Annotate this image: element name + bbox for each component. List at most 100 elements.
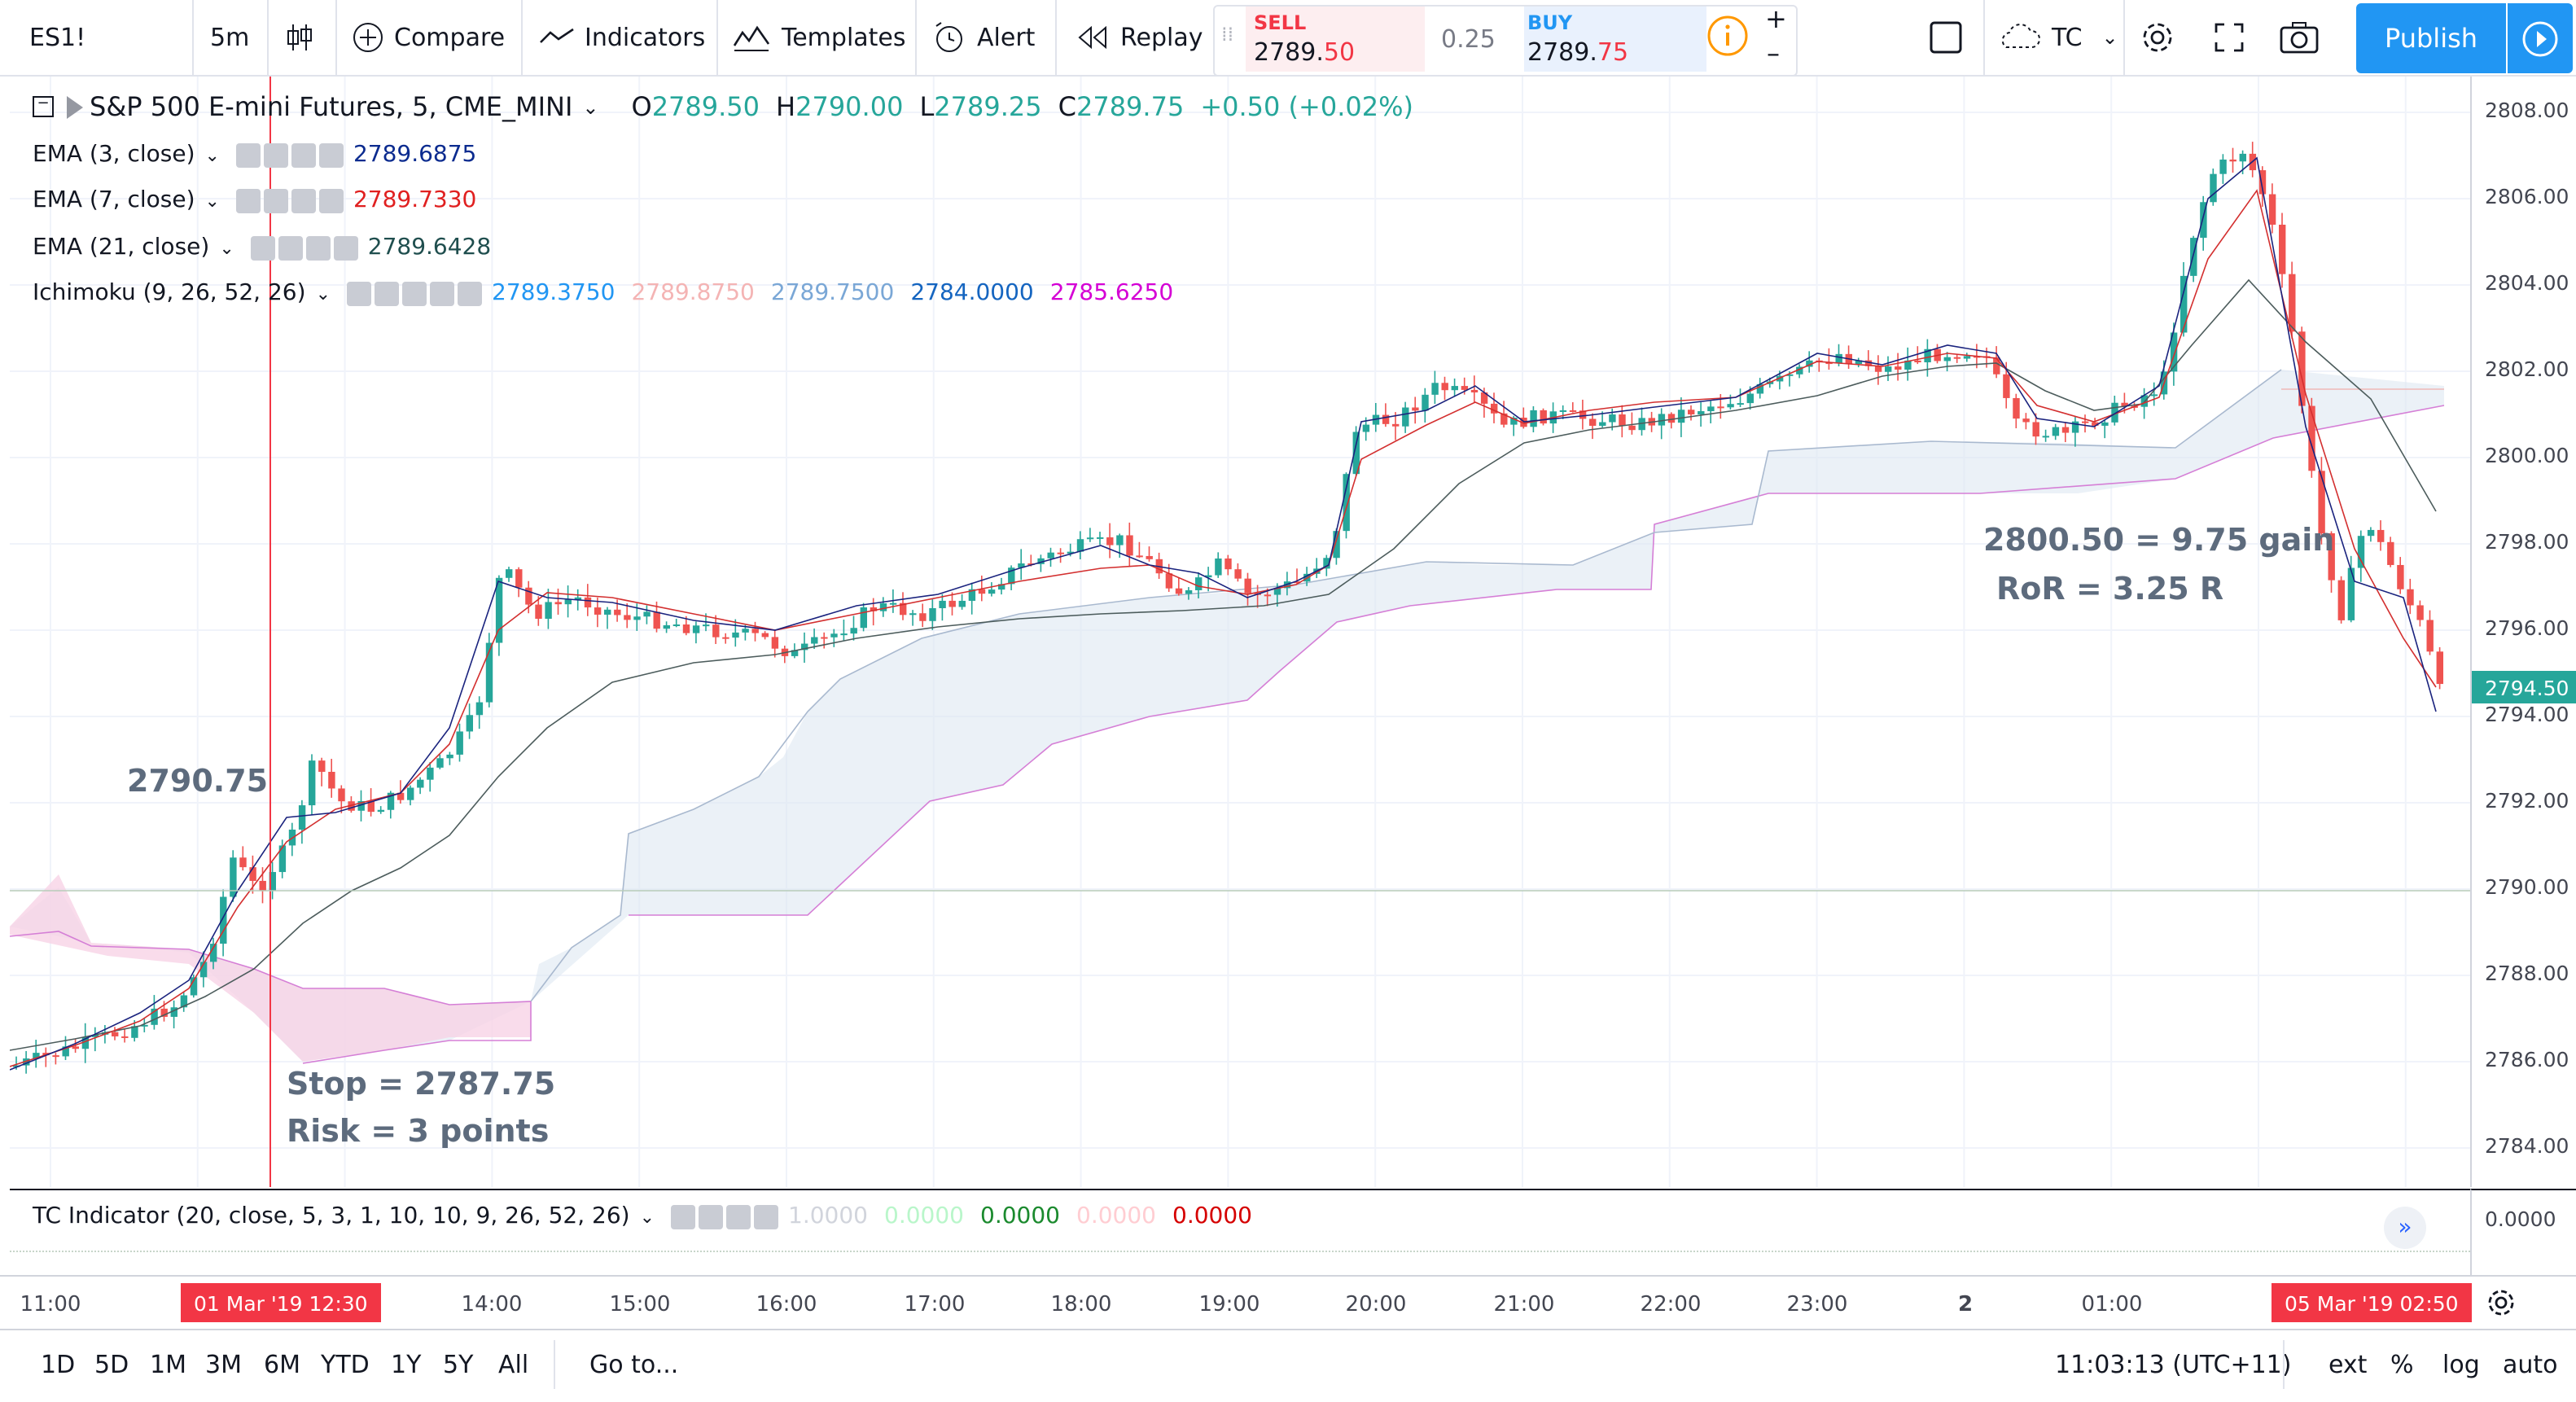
close-icon[interactable] — [458, 281, 482, 305]
close-icon[interactable] — [318, 188, 344, 212]
gear-icon[interactable] — [263, 188, 288, 212]
double-chevron-right-icon[interactable]: » — [2384, 1207, 2426, 1249]
info-icon[interactable] — [1706, 15, 1749, 64]
range-1y-button[interactable]: 1Y — [391, 1350, 422, 1379]
close-icon[interactable] — [333, 235, 358, 260]
layout-button[interactable]: TC ⌄ — [1996, 0, 2118, 75]
alert-button[interactable]: Alert — [931, 0, 1035, 75]
chart-type-button[interactable] — [283, 0, 316, 75]
indicator-axis[interactable]: 0.0000 — [2470, 1189, 2576, 1275]
candle-body — [1294, 581, 1301, 584]
ema21-legend[interactable]: EMA (21, close) ⌄ 2789.6428 — [33, 234, 491, 261]
source-code-icon[interactable] — [726, 1204, 751, 1229]
chevron-down-icon[interactable]: ⌄ — [204, 144, 220, 165]
price-axis[interactable]: 2808.00 2806.00 2804.00 2802.00 2800.00 … — [2470, 77, 2576, 1187]
log-scale-toggle[interactable]: log — [2442, 1350, 2480, 1379]
publish-menu-button[interactable] — [2508, 3, 2573, 73]
last-bar-time-tag: 05 Mar '19 02:50 — [2272, 1283, 2472, 1322]
candles — [13, 142, 2443, 1074]
collapse-icon[interactable]: − — [33, 96, 54, 117]
gear-icon[interactable] — [375, 281, 399, 305]
range-1d-button[interactable]: 1D — [41, 1350, 76, 1379]
tc-indicator-name[interactable]: TC Indicator (20, close, 5, 3, 1, 10, 10… — [33, 1203, 630, 1229]
ema7-legend[interactable]: EMA (7, close) ⌄ 2789.7330 — [33, 187, 476, 213]
candle-body — [357, 800, 365, 811]
ror-annotation[interactable]: RoR = 3.25 R — [1996, 572, 2224, 607]
range-5d-button[interactable]: 5D — [94, 1350, 129, 1379]
indicators-button[interactable]: Indicators — [539, 0, 705, 75]
goto-button[interactable]: Go to... — [589, 1350, 679, 1379]
range-6m-button[interactable]: 6M — [264, 1350, 300, 1379]
gear-icon[interactable] — [699, 1204, 723, 1229]
ema7-name[interactable]: EMA (7, close) — [33, 187, 195, 213]
ichimoku-name[interactable]: Ichimoku (9, 26, 52, 26) — [33, 280, 306, 306]
chevron-down-icon[interactable]: ⌄ — [204, 190, 220, 211]
fullscreen-toggle[interactable] — [1928, 0, 1964, 75]
candle-body — [1786, 374, 1794, 376]
indicator-pane[interactable]: TC Indicator (20, close, 5, 3, 1, 10, 10… — [10, 1189, 2470, 1275]
plus-icon[interactable] — [291, 188, 316, 212]
range-1m-button[interactable]: 1M — [150, 1350, 186, 1379]
candle-body — [830, 633, 838, 637]
compare-button[interactable]: Compare — [352, 0, 505, 75]
time-axis[interactable]: 11:00 14:00 15:00 16:00 17:00 18:00 19:0… — [0, 1275, 2576, 1329]
eye-icon[interactable] — [671, 1204, 695, 1229]
expand-button[interactable] — [2211, 0, 2247, 75]
candle-body — [1244, 578, 1251, 594]
plus-icon[interactable]: + — [1765, 3, 1787, 34]
drag-handle-icon[interactable]: ⁞⁞ — [1221, 23, 1234, 46]
eye-icon[interactable] — [235, 188, 261, 212]
stop-annotation[interactable]: Stop = 2787.75 — [287, 1067, 556, 1102]
range-3m-button[interactable]: 3M — [205, 1350, 242, 1379]
candle-body — [643, 611, 651, 617]
close-icon[interactable] — [754, 1204, 778, 1229]
replay-button[interactable]: Replay — [1075, 0, 1203, 75]
gear-icon[interactable] — [2485, 1286, 2517, 1325]
auto-scale-toggle[interactable]: auto — [2503, 1350, 2558, 1379]
chevron-down-icon[interactable]: ⌄ — [639, 1206, 655, 1227]
extended-hours-toggle[interactable]: ext — [2328, 1350, 2368, 1379]
source-code-icon[interactable] — [402, 281, 427, 305]
chevron-down-icon[interactable]: ⌄ — [582, 95, 599, 118]
sell-button[interactable]: SELL 2789.50 — [1246, 7, 1425, 72]
ema3-legend[interactable]: EMA (3, close) ⌄ 2789.6875 — [33, 142, 476, 168]
buy-button[interactable]: BUY 2789.75 — [1524, 7, 1706, 72]
eye-icon[interactable] — [250, 235, 275, 260]
symbol-search[interactable]: ES1! — [29, 0, 85, 75]
minus-icon[interactable]: – — [1767, 37, 1780, 68]
gain-annotation[interactable]: 2800.50 = 9.75 gain — [1983, 523, 2335, 559]
gear-icon[interactable] — [278, 235, 303, 260]
eye-icon[interactable] — [347, 281, 371, 305]
templates-label: Templates — [782, 23, 906, 52]
entry-annotation[interactable]: 2790.75 — [127, 764, 269, 800]
ichimoku-legend[interactable]: Ichimoku (9, 26, 52, 26) ⌄ 2789.3750 2789… — [33, 280, 1189, 306]
chevron-down-icon[interactable]: ⌄ — [315, 283, 331, 304]
main-chart[interactable] — [10, 77, 2470, 1187]
publish-button[interactable]: Publish — [2356, 3, 2506, 73]
range-ytd-button[interactable]: YTD — [321, 1350, 370, 1379]
range-5y-button[interactable]: 5Y — [443, 1350, 474, 1379]
symbol-title[interactable]: S&P 500 E-mini Futures, 5, CME_MINI — [90, 91, 573, 122]
percent-scale-toggle[interactable]: % — [2390, 1350, 2414, 1379]
range-all-button[interactable]: All — [498, 1350, 529, 1379]
clock-timezone[interactable]: 11:03:13 (UTC+11) — [2055, 1350, 2292, 1379]
tc-indicator-legend[interactable]: TC Indicator (20, close, 5, 3, 1, 10, 10… — [33, 1203, 1268, 1229]
settings-button[interactable] — [2140, 0, 2175, 75]
gear-icon[interactable] — [263, 142, 288, 167]
close-icon[interactable] — [318, 142, 344, 167]
flag-icon[interactable] — [67, 95, 83, 118]
plus-icon[interactable] — [305, 235, 331, 260]
chevron-down-icon[interactable]: ⌄ — [219, 237, 234, 258]
indicator-axis-label: 0.0000 — [2485, 1207, 2556, 1231]
templates-button[interactable]: Templates — [733, 0, 906, 75]
risk-annotation[interactable]: Risk = 3 points — [287, 1114, 550, 1150]
candle-body — [2357, 536, 2365, 568]
snapshot-button[interactable] — [2278, 0, 2320, 75]
eye-icon[interactable] — [235, 142, 261, 167]
time-tick: 11:00 — [20, 1293, 81, 1317]
plus-icon[interactable] — [291, 142, 316, 167]
plus-icon[interactable] — [430, 281, 454, 305]
ema3-name[interactable]: EMA (3, close) — [33, 142, 195, 168]
ema21-name[interactable]: EMA (21, close) — [33, 234, 210, 261]
interval-button[interactable]: 5m — [210, 0, 249, 75]
